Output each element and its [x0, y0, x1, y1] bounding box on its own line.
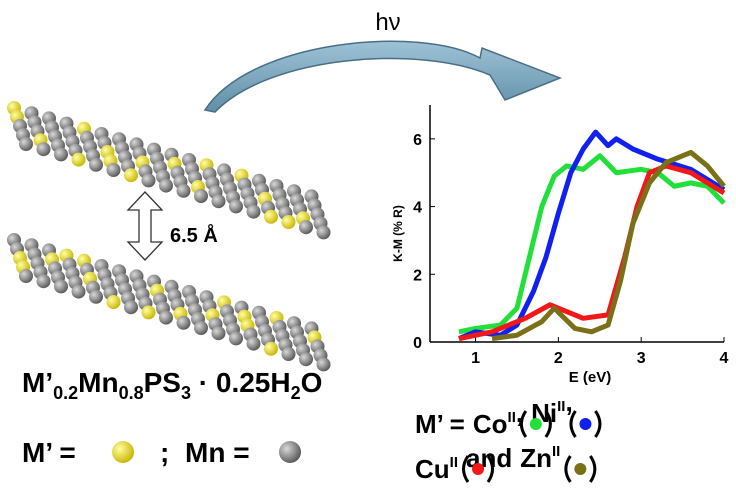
legend-paren	[595, 411, 600, 437]
host-atom	[54, 279, 68, 293]
host-atom	[89, 158, 103, 172]
host-atom	[247, 205, 261, 219]
formula-sub: 0.8	[119, 383, 144, 403]
dopant-atom	[124, 168, 138, 182]
dopant-atom	[282, 215, 296, 229]
host-atom	[317, 225, 331, 239]
host-atom	[299, 352, 313, 366]
legend-paren	[521, 411, 526, 437]
legend-sup: II	[450, 454, 458, 471]
layers	[7, 101, 331, 371]
formula-part: Mn	[78, 367, 118, 398]
series-line	[459, 156, 724, 332]
y-tick-label: 6	[413, 132, 422, 149]
legend-swatch	[579, 418, 591, 430]
dopant-ball	[112, 441, 134, 463]
x-tick-label: 1	[471, 350, 480, 367]
legend-prefix: M’ =	[415, 409, 465, 439]
host-atom	[89, 290, 103, 304]
legend-swatch	[472, 463, 484, 475]
photon-arrow	[205, 41, 560, 112]
key-separator: ;	[160, 437, 169, 468]
legend-paren	[566, 456, 571, 482]
host-atom	[37, 142, 51, 156]
photon-label: hν	[375, 9, 400, 36]
legend-sup: II	[552, 443, 560, 460]
host-atom	[177, 184, 191, 198]
interlayer-arrow	[128, 192, 162, 260]
host-atom	[299, 220, 313, 234]
legend-name: Co	[473, 409, 508, 439]
host-atom	[212, 194, 226, 208]
host-atom	[107, 163, 121, 177]
legend-sup: II	[508, 409, 516, 426]
dopant-atom	[264, 210, 278, 224]
y-tick-label: 0	[413, 335, 422, 352]
interlayer-distance: 6.5 Å	[170, 223, 218, 247]
series-line	[459, 166, 724, 339]
host-atom	[247, 337, 261, 351]
legend-sup: II	[557, 398, 565, 415]
host-atom	[19, 269, 33, 283]
formula-part: PS	[144, 367, 181, 398]
host-atom	[177, 316, 191, 330]
x-axis-label: E (eV)	[569, 369, 612, 386]
legend-paren	[590, 456, 595, 482]
host-atom	[159, 311, 173, 325]
host-atom	[72, 285, 86, 299]
host-atom	[229, 331, 243, 345]
key-host: Mn =	[185, 437, 250, 468]
host-atom	[229, 199, 243, 213]
host-atom	[194, 321, 208, 335]
dopant-atom	[72, 153, 86, 167]
legend-separator: ,	[565, 387, 572, 417]
legend-name: Zn	[520, 443, 552, 473]
y-axis-label: K-M (% R)	[391, 205, 405, 262]
dopant-atom	[107, 295, 121, 309]
host-atom	[142, 173, 156, 187]
host-atom	[124, 300, 138, 314]
formula-sub: 3	[181, 383, 191, 403]
host-atom	[159, 179, 173, 193]
formula-sub: 0.2	[53, 383, 78, 403]
key-dopant: M’ =	[22, 437, 76, 468]
host-atom	[37, 274, 51, 288]
legend-swatch	[574, 463, 586, 475]
dopant-atom	[142, 305, 156, 319]
dopant-atom	[264, 342, 278, 356]
formula-part: M’	[22, 367, 53, 398]
x-tick-label: 2	[554, 350, 563, 367]
graphical-abstract: hν 6.5 Å M’0.2Mn0.8PS3 · 0.25H2O M’ = ; …	[0, 0, 736, 488]
formula-sub: 2	[291, 383, 301, 403]
formula: M’0.2Mn0.8PS3 · 0.25H2O	[22, 367, 322, 403]
y-tick-label: 2	[413, 267, 422, 284]
legend-name: Cu	[415, 454, 450, 484]
host-atom	[194, 189, 208, 203]
legend-swatch	[530, 418, 542, 430]
legend-paren	[571, 411, 576, 437]
y-tick-label: 4	[413, 200, 422, 217]
formula-part: · 0.25H	[191, 367, 291, 398]
host-atom	[212, 326, 226, 340]
host-atom	[54, 147, 68, 161]
x-tick-label: 3	[637, 350, 646, 367]
x-tick-label: 4	[720, 350, 729, 367]
host-atom	[282, 347, 296, 361]
host-atom	[19, 137, 33, 151]
host-ball	[279, 441, 301, 463]
formula-part: O	[301, 367, 323, 398]
